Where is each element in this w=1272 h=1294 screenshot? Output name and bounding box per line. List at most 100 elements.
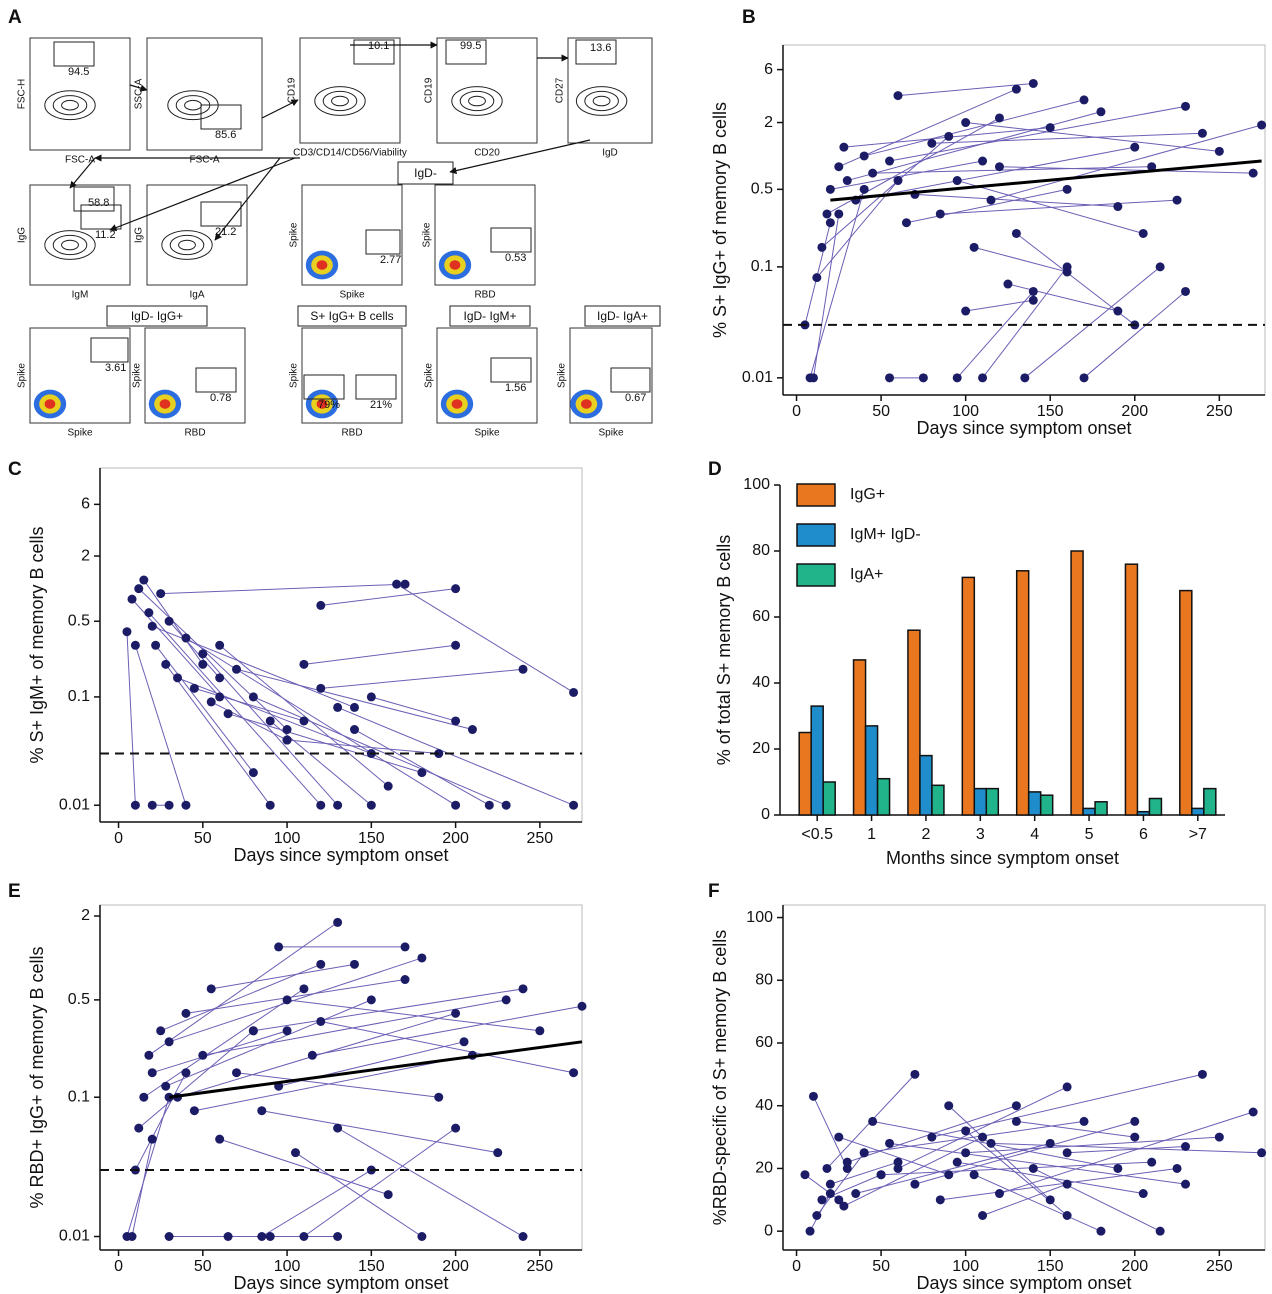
y-axis-label: Spike (424, 363, 435, 388)
y-axis-label: SSC-A (134, 78, 145, 109)
bar (1125, 564, 1137, 815)
data-point (839, 143, 848, 152)
data-point (333, 1232, 342, 1241)
gate-header: IgD- (414, 166, 437, 180)
x-axis-label: RBD (474, 290, 495, 301)
data-point (1080, 95, 1089, 104)
data-point (839, 1202, 848, 1211)
data-point (1029, 79, 1038, 88)
gate-percent: 10.1 (368, 40, 389, 52)
data-point (569, 688, 578, 697)
data-point (224, 709, 233, 718)
bar (1149, 799, 1161, 816)
data-point (910, 1070, 919, 1079)
x-tick-label: 0 (792, 403, 801, 420)
data-point (1181, 287, 1190, 296)
data-point (995, 1189, 1004, 1198)
y-tick-label: 100 (743, 476, 770, 493)
data-point (384, 1190, 393, 1199)
y-axis-title: % S+ IgM+ of memory B cells (27, 526, 47, 763)
y-axis-label: CD19 (287, 77, 298, 103)
x-axis-title: Days since symptom onset (916, 418, 1131, 438)
data-point (1215, 147, 1224, 156)
data-point (128, 1232, 137, 1241)
data-point (266, 716, 275, 725)
bar (854, 660, 866, 815)
data-point (190, 684, 199, 693)
data-point (148, 622, 157, 631)
bar (1192, 808, 1204, 815)
x-tick-label: 50 (872, 403, 890, 420)
data-point (249, 768, 258, 777)
data-point (1113, 307, 1122, 316)
data-point (350, 703, 359, 712)
data-point (1063, 1180, 1072, 1189)
data-point (151, 641, 160, 650)
data-point (139, 1093, 148, 1102)
data-point (1029, 1164, 1038, 1173)
data-point (843, 176, 852, 185)
data-point (384, 782, 393, 791)
y-tick-label: 0 (764, 1222, 773, 1239)
data-point (1046, 1139, 1055, 1148)
x-tick-label: 250 (527, 830, 554, 847)
data-point (970, 243, 979, 252)
bar (962, 577, 974, 815)
data-point (995, 113, 1004, 122)
y-tick-label: 40 (755, 1097, 773, 1114)
bar (799, 733, 811, 816)
x-axis-label: CD3/CD14/CD56/Viability (293, 148, 407, 159)
data-point (148, 1068, 157, 1077)
data-point (978, 1211, 987, 1220)
data-point (215, 692, 224, 701)
data-point (451, 1009, 460, 1018)
data-point (936, 209, 945, 218)
data-point (249, 692, 258, 701)
data-point (1063, 1082, 1072, 1091)
bar (1180, 591, 1192, 815)
x-axis-label: Spike (67, 428, 92, 439)
data-point (1257, 1148, 1266, 1157)
data-point (822, 209, 831, 218)
data-point (367, 801, 376, 810)
data-point (987, 196, 996, 205)
data-point (417, 768, 426, 777)
data-point (232, 1068, 241, 1077)
x-tick-label: 250 (527, 1258, 554, 1275)
data-point (350, 725, 359, 734)
data-point (1181, 1142, 1190, 1151)
x-tick-label: <0.5 (801, 826, 833, 843)
x-tick-label: 5 (1085, 826, 1094, 843)
data-point (1012, 229, 1021, 238)
y-tick-label: 100 (746, 909, 773, 926)
y-axis-title: %RBD-specific of S+ memory B cells (710, 930, 730, 1226)
data-point (451, 1124, 460, 1133)
data-point (401, 580, 410, 589)
data-point (953, 176, 962, 185)
data-point (826, 1180, 835, 1189)
data-point (812, 273, 821, 282)
data-point (519, 984, 528, 993)
data-point (165, 1037, 174, 1046)
data-point (215, 1135, 224, 1144)
gate-percent: 0.78 (210, 392, 231, 404)
x-tick-label: 2 (921, 826, 930, 843)
data-point (1012, 1101, 1021, 1110)
data-point (274, 942, 283, 951)
data-point (173, 673, 182, 682)
data-point (1080, 373, 1089, 382)
x-tick-label: 0 (114, 1258, 123, 1275)
gate-percent: 99.5 (460, 40, 481, 52)
bar (1071, 551, 1083, 815)
y-axis-title: % S+ IgG+ of memory B cells (710, 102, 730, 338)
data-point (1130, 1117, 1139, 1126)
data-point (165, 617, 174, 626)
data-point (316, 960, 325, 969)
data-point (131, 801, 140, 810)
data-point (860, 151, 869, 160)
x-axis-label: Spike (339, 290, 364, 301)
data-point (257, 1106, 266, 1115)
y-tick-label: 2 (764, 114, 773, 131)
flow-plot (300, 38, 400, 143)
data-point (1012, 1117, 1021, 1126)
